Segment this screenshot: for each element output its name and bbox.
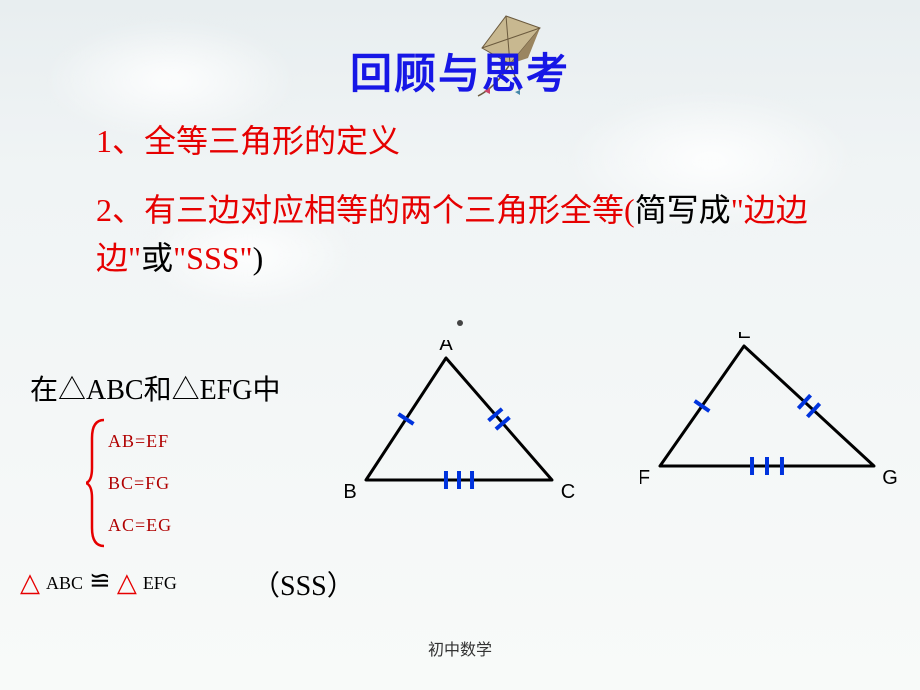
svg-text:F: F bbox=[640, 467, 650, 489]
p2-black2: 或 bbox=[141, 240, 173, 276]
triangle-symbol-1: △ bbox=[20, 568, 40, 598]
svg-text:A: A bbox=[439, 340, 453, 355]
point-1: 1、全等三角形的定义 bbox=[96, 116, 400, 162]
conditions-block: AB=EF BC=FG AC=EG bbox=[108, 420, 172, 546]
p2-red1: 2、有三边对应相等的两个三角形全等( bbox=[96, 192, 635, 228]
svg-text:E: E bbox=[737, 332, 750, 343]
triangle-name-2: EFG bbox=[143, 573, 177, 594]
condition-2: BC=FG bbox=[108, 462, 172, 504]
svg-text:C: C bbox=[561, 481, 575, 503]
slide-title: 回顾与思考 bbox=[350, 40, 570, 101]
svg-text:G: G bbox=[882, 467, 898, 489]
conclusion-line: △ ABC ≌ △ EFG bbox=[20, 568, 177, 598]
condition-1: AB=EF bbox=[108, 420, 172, 462]
p2-black3: ) bbox=[253, 240, 264, 276]
sss-label: （SSS） bbox=[252, 564, 355, 604]
triangle-abc: A B C bbox=[330, 340, 590, 510]
footer-text: 初中数学 bbox=[428, 636, 492, 660]
condition-3: AC=EG bbox=[108, 504, 172, 546]
congruent-symbol: ≌ bbox=[89, 566, 111, 596]
p2-red3: "SSS" bbox=[173, 240, 253, 276]
brace-icon bbox=[86, 418, 108, 548]
bullet-dot bbox=[457, 320, 463, 326]
triangle-efg: E F G bbox=[640, 332, 900, 502]
point-2: 2、有三边对应相等的两个三角形全等(简写成"边边边"或"SSS") bbox=[96, 186, 876, 282]
triangle-name-1: ABC bbox=[46, 573, 83, 594]
svg-text:B: B bbox=[343, 481, 356, 503]
p2-black1: 简写成 bbox=[635, 192, 731, 228]
triangle-symbol-2: △ bbox=[117, 568, 137, 598]
proof-statement: 在△ABC和△EFG中 bbox=[30, 368, 280, 408]
